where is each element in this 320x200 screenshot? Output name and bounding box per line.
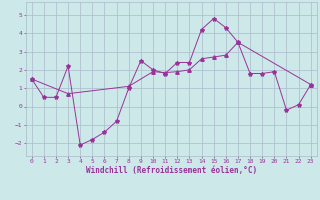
X-axis label: Windchill (Refroidissement éolien,°C): Windchill (Refroidissement éolien,°C): [86, 166, 257, 175]
